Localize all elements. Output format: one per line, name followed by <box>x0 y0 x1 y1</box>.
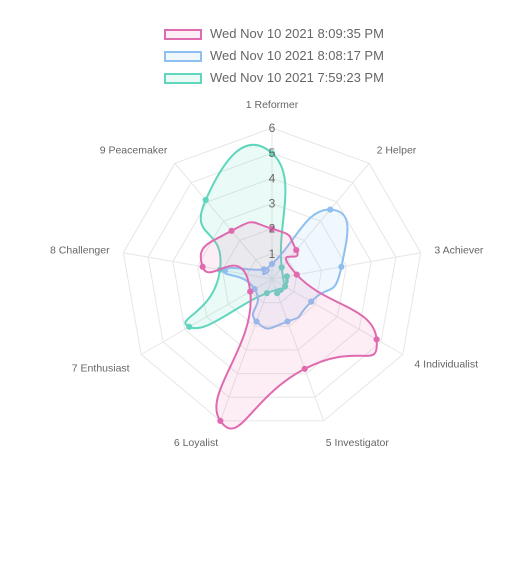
grid-ring-3 <box>197 202 347 351</box>
legend-label: Wed Nov 10 2021 8:08:17 PM <box>210 48 384 63</box>
axis-label-9: 9 Peacemaker <box>100 145 168 157</box>
spoke-9 <box>174 163 273 280</box>
radar-grid <box>122 127 422 422</box>
axis-label-8: 8 Challenger <box>50 245 110 257</box>
series-1-point-9 <box>228 227 235 234</box>
series-layer <box>184 143 380 430</box>
series-2-line <box>223 208 349 330</box>
series-3-point-9 <box>202 196 209 204</box>
grid-ring-5 <box>147 152 397 398</box>
series-3-point-7 <box>186 323 193 330</box>
series-2-point-1 <box>268 260 276 267</box>
spoke-5 <box>271 278 325 422</box>
series-2-point-9 <box>260 266 268 273</box>
series-1-point-2 <box>293 246 300 254</box>
grid-ring-1 <box>246 253 298 304</box>
series-1 <box>199 221 380 430</box>
series-2-point-4 <box>308 298 315 305</box>
series-3-point-1 <box>268 150 276 157</box>
series-3 <box>184 143 290 330</box>
tick-label-3: 3 <box>269 197 276 211</box>
legend-swatch <box>164 50 202 62</box>
grid-ring-4 <box>172 177 372 375</box>
series-3-point-3 <box>283 273 290 280</box>
series-2-point-3 <box>338 263 345 270</box>
tick-label-1: 1 <box>269 247 276 261</box>
axis-label-4: 4 Individualist <box>414 359 478 371</box>
legend-label: Wed Nov 10 2021 7:59:23 PM <box>210 70 384 85</box>
legend: Wed Nov 10 2021 8:09:35 PM Wed Nov 10 202… <box>0 23 527 89</box>
tick-label-4: 4 <box>269 171 276 185</box>
series-3-point-4 <box>281 283 289 290</box>
series-1-point-8 <box>199 263 206 270</box>
legend-item-3[interactable]: Wed Nov 10 2021 7:59:23 PM <box>164 67 527 89</box>
series-2-point-2 <box>327 206 334 213</box>
series-2-point-6 <box>253 318 260 325</box>
series-2-point-5 <box>284 318 291 325</box>
tick-label-2: 2 <box>269 222 276 236</box>
radial-ticks: 1 2 3 4 5 6 <box>269 121 276 261</box>
tick-label-5: 5 <box>269 146 276 160</box>
series-3-point-6 <box>263 290 270 297</box>
series-1-point-5 <box>301 365 308 372</box>
legend-swatch <box>164 72 202 84</box>
series-3-point-2 <box>278 264 285 271</box>
axis-labels: 1 Reformer 2 Helper 3 Achiever 4 Individual… <box>50 99 484 449</box>
series-1-point-4 <box>373 336 380 343</box>
axis-label-3: 3 Achiever <box>434 245 484 257</box>
series-1-point-3 <box>293 271 300 278</box>
tick-label-6: 6 <box>269 121 276 135</box>
series-1-point-6 <box>217 417 224 424</box>
series-2 <box>221 206 349 330</box>
spoke-8 <box>123 252 273 280</box>
spoke-4 <box>271 278 404 355</box>
legend-swatch <box>164 28 202 40</box>
series-1-point-1 <box>268 225 276 232</box>
axis-label-1: 1 Reformer <box>246 99 299 111</box>
spoke-2 <box>271 163 370 280</box>
legend-item-1[interactable]: Wed Nov 10 2021 8:09:35 PM <box>164 23 527 45</box>
axis-label-6: 6 Loyalist <box>174 437 218 449</box>
axis-label-2: 2 Helper <box>377 145 417 157</box>
series-3-point-5 <box>274 290 281 297</box>
axis-label-7: 7 Enthusiast <box>72 363 130 375</box>
grid-ring-6 <box>122 127 422 422</box>
series-1-point-7 <box>247 288 254 295</box>
grid-ring-2 <box>221 228 323 327</box>
legend-label: Wed Nov 10 2021 8:09:35 PM <box>210 26 384 41</box>
axis-label-5: 5 Investigator <box>326 437 390 449</box>
spoke-6 <box>219 278 273 422</box>
legend-item-2[interactable]: Wed Nov 10 2021 8:08:17 PM <box>164 45 527 67</box>
